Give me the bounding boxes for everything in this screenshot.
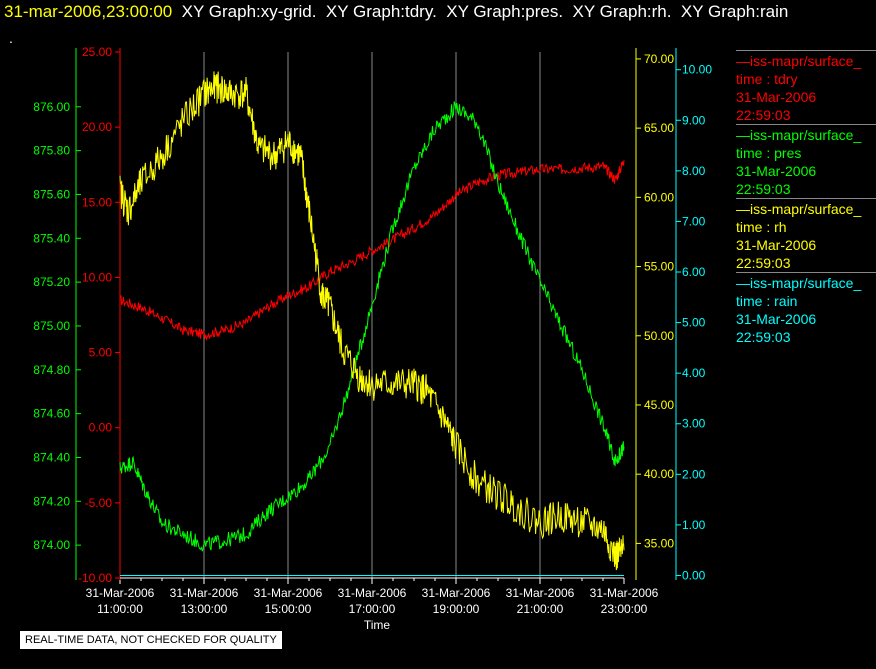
pres-tick-label: 874.40	[33, 450, 70, 464]
series-line-tdry	[120, 160, 625, 342]
x-axis-label: Time	[364, 618, 391, 632]
rain-tick-label: 3.00	[682, 417, 706, 431]
legend-var: time : tdry	[736, 71, 798, 87]
header-titles: XY Graph:xy-grid. XY Graph:tdry. XY Grap…	[172, 2, 789, 21]
rain-tick-label: 6.00	[682, 265, 706, 279]
x-tick-label-date: 31-Mar-2006	[506, 586, 575, 600]
rain-tick-label: 5.00	[682, 316, 706, 330]
legend-date: 31-Mar-2006	[736, 237, 817, 253]
legend-date: 31-Mar-2006	[736, 89, 817, 105]
legend-time: 22:59:03	[736, 255, 791, 271]
tdry-tick-label: 15.00	[82, 195, 112, 209]
x-tick-label-date: 31-Mar-2006	[86, 586, 155, 600]
rain-tick-label: 4.00	[682, 366, 706, 380]
header-title: XY Graph:pres.	[436, 2, 564, 21]
legend-var: time : rain	[736, 293, 798, 309]
tdry-tick-label: 5.00	[89, 346, 113, 360]
legend-name: —iss-mapr/surface_	[736, 275, 862, 291]
x-tick-label-date: 31-Mar-2006	[422, 586, 491, 600]
pres-tick-label: 874.00	[33, 538, 70, 552]
x-tick-label-time: 21:00:00	[517, 602, 564, 616]
tdry-tick-label: 20.00	[82, 120, 112, 134]
rain-tick-label: 7.00	[682, 214, 706, 228]
series-line-pres	[119, 101, 625, 552]
header-title: XY Graph:rh.	[563, 2, 672, 21]
x-tick-label-date: 31-Mar-2006	[254, 586, 323, 600]
tdry-tick-label: -10.00	[78, 571, 112, 585]
pres-tick-label: 875.20	[33, 275, 70, 289]
x-tick-label-time: 15:00:00	[265, 602, 312, 616]
header: 31-mar-2006,23:00:00 XY Graph:xy-grid. X…	[4, 2, 788, 22]
x-tick-label-time: 11:00:00	[97, 602, 143, 616]
legend-name: —iss-mapr/surface_	[736, 127, 862, 143]
legend-line-icon: —	[736, 53, 750, 69]
legend-date: 31-Mar-2006	[736, 163, 817, 179]
pres-tick-label: 875.40	[33, 231, 70, 245]
legend-name: —iss-mapr/surface_	[736, 201, 862, 217]
legend-time: 22:59:03	[736, 329, 791, 345]
x-tick-label-time: 23:00:00	[601, 602, 648, 616]
x-tick-label-time: 17:00:00	[349, 602, 396, 616]
rain-tick-label: 0.00	[682, 568, 706, 582]
legend-entry: —iss-mapr/surface_time : rain 31-Mar-2006…	[736, 272, 876, 346]
header-title: XY Graph:tdry.	[316, 2, 437, 21]
legend-var: time : pres	[736, 145, 802, 161]
header-title: XY Graph:xy-grid.	[172, 2, 317, 21]
pres-tick-label: 874.60	[33, 407, 70, 421]
pres-tick-label: 876.00	[33, 100, 70, 114]
rh-tick-label: 45.00	[644, 398, 674, 412]
legend: —iss-mapr/surface_ time : tdry 31-Mar-2006…	[736, 50, 876, 346]
tdry-tick-label: 0.00	[89, 421, 113, 435]
header-timestamp: 31-mar-2006,23:00:00	[4, 2, 173, 21]
rh-tick-label: 55.00	[644, 260, 674, 274]
tdry-tick-label: -5.00	[85, 496, 113, 510]
rh-tick-label: 60.00	[644, 190, 674, 204]
x-tick-label-date: 31-Mar-2006	[170, 586, 239, 600]
series-line-rh	[119, 71, 625, 571]
legend-date: 31-Mar-2006	[736, 311, 817, 327]
legend-time: 22:59:03	[736, 107, 791, 123]
header-title: XY Graph:rain	[671, 2, 789, 21]
tdry-tick-label: 10.00	[82, 270, 112, 284]
x-tick-label-time: 19:00:00	[433, 602, 480, 616]
legend-entry: —iss-mapr/surface_time : rh 31-Mar-2006 22…	[736, 198, 876, 272]
pres-tick-label: 874.80	[33, 363, 70, 377]
rain-tick-label: 1.00	[682, 518, 706, 532]
rh-tick-label: 50.00	[644, 329, 674, 343]
pres-tick-label: 874.20	[33, 494, 70, 508]
legend-entry: —iss-mapr/surface_time : tdry 31-Mar-2006…	[736, 50, 876, 124]
tdry-tick-label: 25.00	[82, 45, 112, 59]
legend-entry: —iss-mapr/surface_time : pres 31-Mar-2006…	[736, 124, 876, 198]
rain-tick-label: 9.00	[682, 113, 706, 127]
legend-line-icon: —	[736, 275, 750, 291]
rain-tick-label: 10.00	[682, 63, 712, 77]
rh-tick-label: 65.00	[644, 121, 674, 135]
x-tick-label-date: 31-Mar-2006	[338, 586, 407, 600]
legend-var: time : rh	[736, 219, 787, 235]
header-dot: .	[9, 30, 13, 46]
pres-tick-label: 875.00	[33, 319, 70, 333]
legend-line-icon: —	[736, 201, 750, 217]
rh-tick-label: 40.00	[644, 467, 674, 481]
legend-time: 22:59:03	[736, 181, 791, 197]
x-tick-label-time: 13:00:00	[181, 602, 228, 616]
rain-tick-label: 2.00	[682, 467, 706, 481]
rh-tick-label: 70.00	[644, 52, 674, 66]
legend-line-icon: —	[736, 127, 750, 143]
rain-tick-label: 8.00	[682, 164, 706, 178]
x-tick-label-date: 31-Mar-2006	[590, 586, 659, 600]
legend-name: —iss-mapr/surface_	[736, 53, 862, 69]
rh-tick-label: 35.00	[644, 536, 674, 550]
pres-tick-label: 875.60	[33, 187, 70, 201]
pres-tick-label: 875.80	[33, 144, 70, 158]
quality-disclaimer: REAL-TIME DATA, NOT CHECKED FOR QUALITY	[20, 631, 282, 649]
